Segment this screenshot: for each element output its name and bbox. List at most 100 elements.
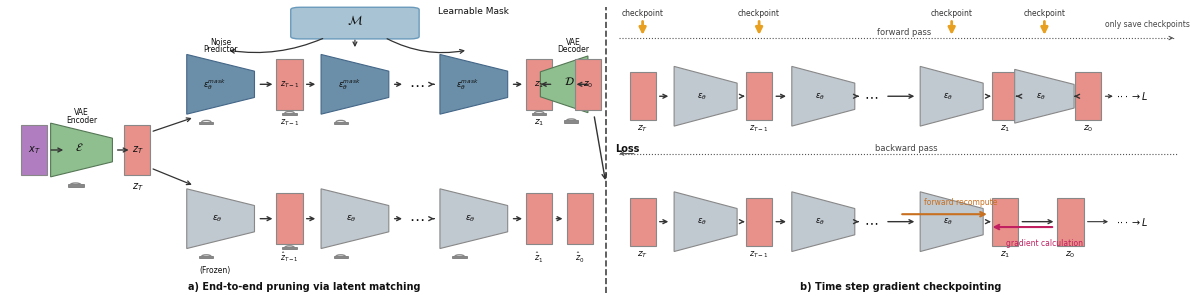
Polygon shape: [540, 56, 588, 113]
Text: $\cdot\!\cdot\!\cdot \to L$: $\cdot\!\cdot\!\cdot \to L$: [1116, 90, 1148, 102]
Bar: [526, 59, 552, 110]
Text: checkpoint: checkpoint: [622, 9, 664, 18]
Bar: [1075, 72, 1102, 120]
Polygon shape: [674, 66, 737, 126]
Text: $\cdots$: $\cdots$: [409, 77, 425, 92]
Text: b) Time step gradient checkpointing: b) Time step gradient checkpointing: [800, 282, 1001, 292]
Text: $\cdot\!\cdot\!\cdot \to L$: $\cdot\!\cdot\!\cdot \to L$: [1116, 216, 1148, 228]
Text: $z_1$: $z_1$: [534, 118, 545, 128]
Bar: [746, 198, 772, 246]
Polygon shape: [792, 66, 854, 126]
Bar: [199, 256, 214, 258]
Text: Noise: Noise: [210, 38, 232, 47]
Text: $\mathcal{E}$: $\mathcal{E}$: [74, 141, 84, 153]
Text: Encoder: Encoder: [66, 116, 97, 124]
Bar: [334, 256, 348, 258]
Text: $x_T$: $x_T$: [28, 144, 41, 156]
Bar: [526, 193, 552, 244]
Text: $z_T$: $z_T$: [637, 124, 648, 134]
Text: $\epsilon_\theta^{mask}$: $\epsilon_\theta^{mask}$: [203, 77, 226, 92]
Polygon shape: [50, 123, 113, 177]
Text: $\hat{z}_1$: $\hat{z}_1$: [534, 250, 544, 265]
Text: $\epsilon_\theta$: $\epsilon_\theta$: [943, 91, 953, 101]
Bar: [199, 122, 214, 124]
Text: checkpoint: checkpoint: [931, 9, 973, 18]
Bar: [992, 198, 1019, 246]
Text: $z_0$: $z_0$: [1066, 249, 1075, 260]
Text: $z_T$: $z_T$: [132, 182, 143, 193]
Bar: [1057, 198, 1084, 246]
Polygon shape: [187, 54, 254, 114]
Bar: [276, 193, 302, 244]
Bar: [334, 122, 348, 124]
Bar: [20, 124, 47, 176]
Bar: [746, 72, 772, 120]
Bar: [630, 72, 655, 120]
Polygon shape: [920, 66, 983, 126]
Polygon shape: [920, 192, 983, 251]
Bar: [452, 256, 467, 258]
Polygon shape: [322, 54, 389, 114]
Text: $z_1$: $z_1$: [1000, 249, 1010, 260]
Text: $z_1$: $z_1$: [534, 79, 545, 90]
Text: $z_{T-1}$: $z_{T-1}$: [749, 124, 769, 134]
Text: $\cdots$: $\cdots$: [864, 215, 878, 229]
Text: $z_{T-1}$: $z_{T-1}$: [749, 249, 769, 260]
Text: $z_0$: $z_0$: [583, 79, 593, 90]
Text: $\epsilon_\theta$: $\epsilon_\theta$: [346, 213, 356, 224]
Text: $\hat{z}_{T-1}$: $\hat{z}_{T-1}$: [280, 250, 299, 265]
Text: $\epsilon_\theta$: $\epsilon_\theta$: [815, 91, 824, 101]
Text: VAE: VAE: [74, 108, 89, 117]
Text: $\epsilon_\theta$: $\epsilon_\theta$: [464, 213, 475, 224]
Text: checkpoint: checkpoint: [1024, 9, 1066, 18]
Text: $\mathcal{M}$: $\mathcal{M}$: [347, 13, 362, 27]
Text: checkpoint: checkpoint: [738, 9, 780, 18]
Polygon shape: [187, 189, 254, 248]
Text: $\epsilon_\theta$: $\epsilon_\theta$: [943, 216, 953, 227]
Text: $\cdots$: $\cdots$: [864, 89, 878, 103]
Bar: [282, 113, 296, 115]
Text: $\cdots$: $\cdots$: [409, 211, 425, 226]
Bar: [575, 59, 601, 110]
Polygon shape: [440, 54, 508, 114]
Bar: [282, 247, 296, 249]
FancyBboxPatch shape: [290, 7, 419, 39]
Polygon shape: [792, 192, 854, 251]
Text: $\hat{z}_0$: $\hat{z}_0$: [575, 250, 584, 265]
Text: a) End-to-end pruning via latent matching: a) End-to-end pruning via latent matchin…: [187, 282, 420, 292]
Text: VAE: VAE: [566, 38, 581, 47]
Polygon shape: [440, 189, 508, 248]
Text: $z_{T-1}$: $z_{T-1}$: [280, 118, 299, 128]
Text: forward pass: forward pass: [877, 28, 931, 38]
Text: $\epsilon_\theta^{mask}$: $\epsilon_\theta^{mask}$: [456, 77, 479, 92]
Bar: [532, 113, 546, 115]
Text: forward recompute: forward recompute: [924, 198, 998, 207]
Text: backward pass: backward pass: [875, 144, 938, 153]
Text: (Frozen): (Frozen): [199, 266, 230, 275]
Text: $z_{T-1}$: $z_{T-1}$: [280, 79, 299, 90]
Text: Decoder: Decoder: [558, 46, 589, 55]
Text: $\epsilon_\theta$: $\epsilon_\theta$: [815, 216, 824, 227]
Text: $z_0$: $z_0$: [1084, 124, 1093, 134]
Text: gradient calculation: gradient calculation: [1006, 239, 1082, 248]
Text: $\mathcal{D}$: $\mathcal{D}$: [564, 75, 575, 87]
Text: $\epsilon_\theta$: $\epsilon_\theta$: [211, 213, 222, 224]
Polygon shape: [322, 189, 389, 248]
Text: Predictor: Predictor: [203, 46, 238, 55]
Bar: [992, 72, 1019, 120]
Text: $\epsilon_\theta$: $\epsilon_\theta$: [1036, 91, 1046, 101]
Text: $\epsilon_\theta$: $\epsilon_\theta$: [697, 91, 707, 101]
Text: $z_T$: $z_T$: [132, 144, 143, 156]
Text: Learnable Mask: Learnable Mask: [438, 7, 509, 16]
Bar: [630, 198, 655, 246]
Bar: [564, 120, 578, 122]
Polygon shape: [1015, 69, 1074, 123]
Bar: [125, 124, 150, 176]
Polygon shape: [674, 192, 737, 251]
Bar: [566, 193, 593, 244]
Text: Loss: Loss: [614, 143, 640, 154]
Text: $\epsilon_\theta^{mask}$: $\epsilon_\theta^{mask}$: [337, 77, 360, 92]
Text: $z_T$: $z_T$: [637, 249, 648, 260]
Text: $\epsilon_\theta$: $\epsilon_\theta$: [697, 216, 707, 227]
Text: $z_1$: $z_1$: [1000, 124, 1010, 134]
